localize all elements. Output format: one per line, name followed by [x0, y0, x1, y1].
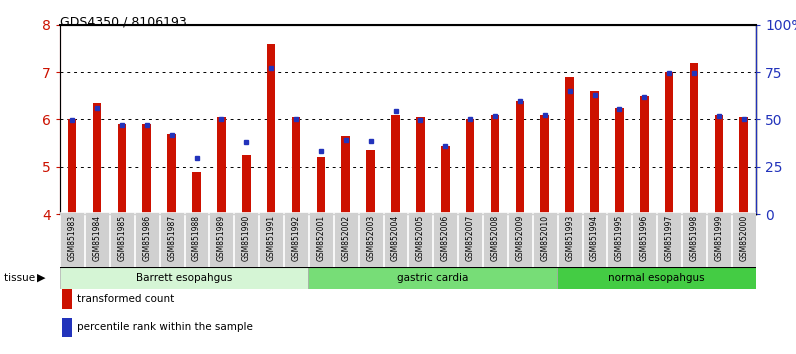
- FancyBboxPatch shape: [135, 212, 158, 267]
- Bar: [441, 145, 450, 214]
- FancyBboxPatch shape: [259, 212, 283, 267]
- Bar: [615, 108, 624, 214]
- Bar: [557, 267, 756, 289]
- Text: GSM852009: GSM852009: [515, 215, 525, 261]
- Bar: [565, 77, 574, 214]
- Text: GSM851987: GSM851987: [167, 215, 176, 261]
- FancyBboxPatch shape: [209, 212, 233, 267]
- Text: GSM852000: GSM852000: [739, 215, 748, 261]
- Text: GSM851992: GSM851992: [291, 215, 301, 261]
- Bar: [192, 172, 201, 214]
- Bar: [92, 103, 101, 214]
- FancyBboxPatch shape: [583, 212, 607, 267]
- Bar: [242, 155, 251, 214]
- Text: GSM851983: GSM851983: [68, 215, 76, 261]
- Text: GSM851993: GSM851993: [565, 215, 574, 261]
- Bar: [739, 117, 748, 214]
- Text: GSM852004: GSM852004: [391, 215, 400, 261]
- FancyBboxPatch shape: [359, 212, 383, 267]
- Text: GSM851994: GSM851994: [590, 215, 599, 261]
- Bar: [366, 150, 375, 214]
- Bar: [68, 119, 76, 214]
- Bar: [118, 124, 127, 214]
- FancyBboxPatch shape: [85, 212, 109, 267]
- FancyBboxPatch shape: [483, 212, 507, 267]
- Text: GSM851984: GSM851984: [92, 215, 102, 261]
- FancyBboxPatch shape: [408, 212, 432, 267]
- Text: normal esopahgus: normal esopahgus: [608, 273, 705, 283]
- Text: GSM851996: GSM851996: [640, 215, 649, 261]
- Bar: [665, 72, 673, 214]
- Text: GSM852007: GSM852007: [466, 215, 474, 261]
- Bar: [291, 117, 300, 214]
- FancyBboxPatch shape: [234, 212, 258, 267]
- FancyBboxPatch shape: [657, 212, 681, 267]
- FancyBboxPatch shape: [533, 212, 556, 267]
- FancyBboxPatch shape: [433, 212, 457, 267]
- Text: GSM851999: GSM851999: [714, 215, 724, 261]
- FancyBboxPatch shape: [632, 212, 656, 267]
- FancyBboxPatch shape: [309, 212, 333, 267]
- Text: GDS4350 / 8106193: GDS4350 / 8106193: [60, 16, 186, 29]
- Text: GSM852005: GSM852005: [416, 215, 425, 261]
- Bar: [715, 115, 724, 214]
- Text: GSM852008: GSM852008: [490, 215, 500, 261]
- Bar: [267, 44, 275, 214]
- Bar: [466, 119, 474, 214]
- Text: transformed count: transformed count: [77, 294, 174, 304]
- Text: GSM852010: GSM852010: [540, 215, 549, 261]
- Text: GSM851998: GSM851998: [689, 215, 699, 261]
- FancyBboxPatch shape: [334, 212, 357, 267]
- FancyBboxPatch shape: [160, 212, 184, 267]
- Text: GSM852003: GSM852003: [366, 215, 375, 261]
- FancyBboxPatch shape: [110, 212, 134, 267]
- Bar: [317, 157, 326, 214]
- Text: percentile rank within the sample: percentile rank within the sample: [77, 322, 253, 332]
- FancyBboxPatch shape: [508, 212, 532, 267]
- Bar: [167, 134, 176, 214]
- Text: GSM851995: GSM851995: [615, 215, 624, 261]
- Bar: [142, 124, 151, 214]
- FancyBboxPatch shape: [682, 212, 706, 267]
- FancyBboxPatch shape: [384, 212, 408, 267]
- Bar: [490, 115, 499, 214]
- Text: ▶: ▶: [37, 273, 46, 283]
- Text: GSM851997: GSM851997: [665, 215, 673, 261]
- Text: GSM851989: GSM851989: [217, 215, 226, 261]
- Bar: [416, 117, 425, 214]
- Bar: [540, 115, 549, 214]
- Bar: [640, 96, 649, 214]
- Text: gastric cardia: gastric cardia: [397, 273, 469, 283]
- Text: GSM851988: GSM851988: [192, 215, 201, 261]
- Text: GSM852006: GSM852006: [441, 215, 450, 261]
- Bar: [689, 63, 698, 214]
- Text: GSM851990: GSM851990: [242, 215, 251, 261]
- Bar: [516, 101, 525, 214]
- Bar: [590, 91, 599, 214]
- Bar: [341, 136, 350, 214]
- Text: GSM852001: GSM852001: [316, 215, 326, 261]
- FancyBboxPatch shape: [607, 212, 631, 267]
- FancyBboxPatch shape: [458, 212, 482, 267]
- FancyBboxPatch shape: [284, 212, 308, 267]
- Text: tissue: tissue: [4, 273, 38, 283]
- FancyBboxPatch shape: [558, 212, 582, 267]
- Bar: [391, 115, 400, 214]
- FancyBboxPatch shape: [707, 212, 731, 267]
- Text: GSM852002: GSM852002: [341, 215, 350, 261]
- FancyBboxPatch shape: [60, 212, 84, 267]
- Text: GSM851985: GSM851985: [117, 215, 127, 261]
- Bar: [308, 267, 557, 289]
- Text: GSM851986: GSM851986: [142, 215, 151, 261]
- Bar: [217, 117, 226, 214]
- FancyBboxPatch shape: [185, 212, 209, 267]
- Text: GSM851991: GSM851991: [267, 215, 275, 261]
- Text: Barrett esopahgus: Barrett esopahgus: [136, 273, 232, 283]
- FancyBboxPatch shape: [732, 212, 755, 267]
- Bar: [60, 267, 308, 289]
